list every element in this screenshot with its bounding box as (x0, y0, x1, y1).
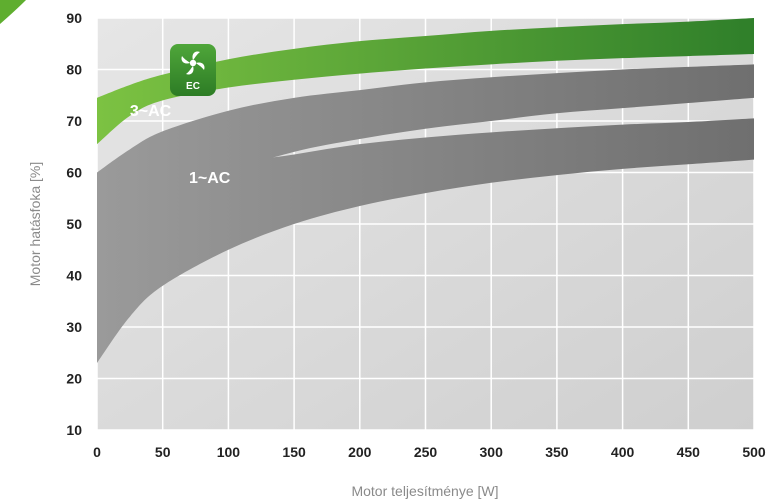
y-tick-label: 80 (66, 62, 82, 78)
corner-accent (0, 0, 26, 24)
x-tick-label: 450 (677, 444, 701, 460)
band-1ac (97, 118, 754, 364)
x-tick-label: 500 (742, 444, 766, 460)
y-tick-label: 20 (66, 371, 82, 387)
band-3ac (97, 64, 754, 281)
band-annotations: 3~AC 1~AC (130, 103, 231, 187)
band-annotation: 3~AC (130, 103, 172, 120)
x-tick-label: 150 (282, 444, 306, 460)
fan-icon (181, 51, 205, 75)
x-tick-label: 400 (611, 444, 635, 460)
x-tick-label: 50 (155, 444, 171, 460)
band-annotation: 1~AC (189, 170, 231, 187)
x-axis-ticks: 0 50 100 150 200 250 300 350 400 450 500 (93, 444, 766, 460)
efficiency-bands (97, 18, 754, 364)
x-tick-label: 300 (480, 444, 504, 460)
x-tick-label: 0 (93, 444, 101, 460)
y-axis-ticks: 10 20 30 40 50 60 70 80 90 (66, 10, 82, 438)
x-tick-label: 100 (217, 444, 241, 460)
y-tick-label: 50 (66, 216, 82, 232)
ec-badge-label: EC (186, 81, 200, 92)
band-ec (97, 18, 754, 145)
x-tick-label: 350 (545, 444, 569, 460)
x-tick-label: 200 (348, 444, 372, 460)
x-tick-label: 250 (414, 444, 438, 460)
y-tick-label: 60 (66, 165, 82, 181)
x-axis-title: Motor teljesítménye [W] (351, 483, 498, 499)
y-tick-label: 30 (66, 319, 82, 335)
y-tick-label: 90 (66, 10, 82, 26)
y-tick-label: 10 (66, 422, 82, 438)
y-tick-label: 70 (66, 113, 82, 129)
ec-badge: EC (170, 44, 216, 96)
y-axis-title: Motor hatásfoka [%] (27, 162, 43, 287)
y-tick-label: 40 (66, 268, 82, 284)
